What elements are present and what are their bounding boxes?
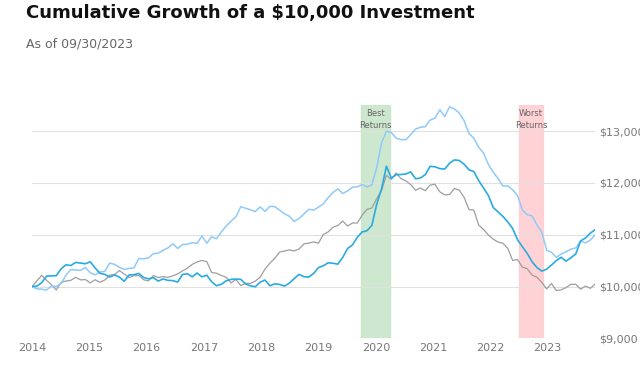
Text: As of 09/30/2023: As of 09/30/2023 xyxy=(26,38,132,51)
Text: Worst
Returns: Worst Returns xyxy=(515,109,547,129)
Text: Cumulative Growth of a $10,000 Investment: Cumulative Growth of a $10,000 Investmen… xyxy=(26,4,474,22)
Bar xyxy=(362,105,390,338)
Text: Best
Returns: Best Returns xyxy=(360,109,392,129)
Bar xyxy=(519,105,543,338)
